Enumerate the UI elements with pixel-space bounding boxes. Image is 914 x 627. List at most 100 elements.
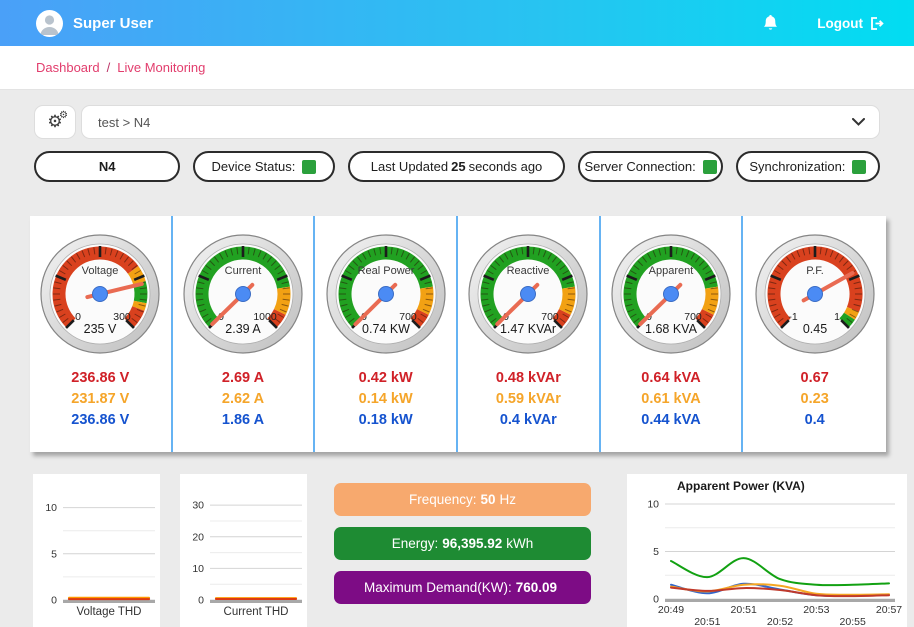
svg-text:1.68 KVA: 1.68 KVA bbox=[645, 322, 698, 336]
breadcrumb: Dashboard / Live Monitoring bbox=[36, 60, 205, 75]
device-name-pill[interactable]: N4 bbox=[34, 151, 181, 182]
svg-text:700: 700 bbox=[684, 311, 702, 323]
svg-text:Reactive: Reactive bbox=[507, 265, 550, 277]
sign-out-icon bbox=[871, 16, 884, 30]
energy-badge: Energy: 96,395.92 kWh bbox=[334, 527, 591, 560]
phase-value: 2.62 A bbox=[221, 391, 265, 407]
app-header: Super User Logout bbox=[0, 0, 914, 46]
phase-value: 231.87 V bbox=[71, 391, 130, 407]
status-pills-row: N4 Device Status: Last Updated 25 second… bbox=[34, 151, 881, 182]
synchronization-indicator bbox=[852, 159, 867, 174]
svg-text:20:55: 20:55 bbox=[840, 616, 866, 627]
phase-value: 0.48 kVAr bbox=[495, 370, 561, 386]
gauge-column-6: P.F. -1 1 0.45 0.67 0.23 0.4 bbox=[743, 216, 886, 452]
synchronization-pill[interactable]: Synchronization: bbox=[735, 151, 881, 182]
svg-text:300: 300 bbox=[114, 311, 132, 323]
svg-text:Current THD: Current THD bbox=[224, 606, 289, 618]
phase-values: 0.64 kVA 0.61 kVA 0.44 kVA bbox=[641, 368, 700, 431]
svg-text:-1: -1 bbox=[788, 311, 797, 323]
svg-text:0: 0 bbox=[75, 311, 81, 323]
gauge-current: Current010002.39 A bbox=[183, 234, 303, 354]
svg-text:20:53: 20:53 bbox=[803, 604, 829, 616]
apparent-power-chart: Apparent Power (KVA) 0 5 10 20:49 20:51 20:51 2… bbox=[627, 474, 907, 627]
breadcrumb-live-monitoring[interactable]: Live Monitoring bbox=[117, 60, 206, 75]
gauge-apparent: Apparent07001.68 KVA bbox=[611, 234, 731, 354]
device-select-value: test > N4 bbox=[98, 114, 151, 130]
breadcrumb-separator: / bbox=[106, 60, 111, 75]
svg-text:5: 5 bbox=[51, 548, 57, 560]
breadcrumb-dashboard[interactable]: Dashboard bbox=[36, 60, 100, 75]
phase-value: 0.4 kVAr bbox=[499, 412, 557, 428]
gauge-reactive: Reactive07001.47 KVAr bbox=[468, 234, 588, 354]
phase-values: 0.48 kVAr 0.59 kVAr 0.4 kVAr bbox=[496, 368, 561, 431]
gauge-p-f: P.F. -1 1 0.45 bbox=[755, 234, 875, 354]
last-updated-pill[interactable]: Last Updated 25 seconds ago bbox=[347, 151, 566, 182]
svg-text:700: 700 bbox=[399, 311, 417, 323]
phase-value: 0.42 kW bbox=[358, 370, 413, 386]
gauge-column-3: Real Power07000.74 KW 0.42 kW 0.14 kW 0.18 … bbox=[315, 216, 458, 452]
svg-text:1: 1 bbox=[834, 311, 840, 323]
phase-value: 0.44 kVA bbox=[641, 412, 701, 428]
svg-text:1.47 KVAr: 1.47 KVAr bbox=[500, 322, 556, 336]
svg-text:1000: 1000 bbox=[253, 311, 277, 323]
frequency-badge: Frequency: 50 Hz bbox=[334, 483, 591, 516]
server-connection-pill[interactable]: Server Connection: bbox=[578, 151, 723, 182]
phase-value: 2.69 A bbox=[221, 370, 265, 386]
phase-value: 0.4 bbox=[804, 412, 825, 428]
svg-text:Apparent Power (KVA): Apparent Power (KVA) bbox=[677, 479, 805, 493]
user-avatar[interactable] bbox=[36, 9, 63, 37]
svg-text:0: 0 bbox=[653, 594, 659, 606]
phase-value: 0.14 kW bbox=[358, 391, 413, 407]
svg-text:0.45: 0.45 bbox=[802, 322, 826, 336]
svg-text:30: 30 bbox=[192, 500, 204, 512]
svg-text:0: 0 bbox=[51, 595, 57, 607]
device-select[interactable]: test > N4 bbox=[81, 105, 880, 139]
svg-text:Current: Current bbox=[225, 265, 262, 277]
phase-value: 0.67 bbox=[800, 370, 829, 386]
logout-button[interactable]: Logout bbox=[817, 16, 884, 31]
phase-value: 1.86 A bbox=[221, 412, 265, 428]
current-thd-chart: 0 10 20 30 Current THD bbox=[180, 474, 307, 627]
svg-text:20:51: 20:51 bbox=[694, 616, 720, 627]
phase-values: 2.69 A 2.62 A 1.86 A bbox=[222, 368, 264, 431]
phase-values: 236.86 V 231.87 V 236.86 V bbox=[71, 368, 129, 431]
phase-values: 0.42 kW 0.14 kW 0.18 kW bbox=[359, 368, 413, 431]
phase-value: 236.86 V bbox=[71, 370, 130, 386]
svg-text:20:51: 20:51 bbox=[731, 604, 757, 616]
phase-value: 0.18 kW bbox=[358, 412, 413, 428]
phase-value: 0.59 kVAr bbox=[495, 391, 561, 407]
device-status-indicator bbox=[302, 159, 317, 174]
notifications-bell-icon[interactable] bbox=[762, 14, 779, 32]
svg-text:20:49: 20:49 bbox=[658, 604, 684, 616]
person-icon bbox=[40, 14, 59, 35]
last-updated-value: 25 bbox=[451, 159, 466, 174]
phase-values: 0.67 0.23 0.4 bbox=[801, 368, 829, 431]
svg-text:0.74 KW: 0.74 KW bbox=[362, 322, 410, 336]
svg-text:10: 10 bbox=[192, 563, 204, 575]
breadcrumb-bar: Dashboard / Live Monitoring bbox=[0, 46, 914, 90]
phase-value: 236.86 V bbox=[71, 412, 130, 428]
svg-text:2.39 A: 2.39 A bbox=[225, 322, 261, 336]
svg-text:Apparent: Apparent bbox=[649, 265, 694, 277]
gauge-column-5: Apparent07001.68 KVA 0.64 kVA 0.61 kVA 0.44… bbox=[601, 216, 744, 452]
svg-text:Voltage THD: Voltage THD bbox=[77, 606, 142, 618]
settings-button[interactable]: ⚙ ⚙ bbox=[34, 105, 76, 139]
gauge-real-power: Real Power07000.74 KW bbox=[326, 234, 446, 354]
user-name: Super User bbox=[73, 14, 154, 32]
svg-text:P.F.: P.F. bbox=[806, 265, 824, 277]
svg-text:5: 5 bbox=[653, 546, 659, 558]
svg-text:10: 10 bbox=[45, 502, 57, 514]
gauge-column-2: Current010002.39 A 2.69 A 2.62 A 1.86 A bbox=[173, 216, 316, 452]
gauge-column-1: Voltage 0 300 235 V 236.86 V 231.87 V 236.86 V bbox=[30, 216, 173, 452]
svg-text:Voltage: Voltage bbox=[82, 265, 119, 277]
voltage-thd-chart: 0 5 10 Voltage THD bbox=[33, 474, 160, 627]
phase-value: 0.64 kVA bbox=[641, 370, 701, 386]
svg-text:Real Power: Real Power bbox=[357, 265, 414, 277]
max-demand-badge: Maximum Demand(KW): 760.09 bbox=[334, 571, 591, 604]
device-status-pill[interactable]: Device Status: bbox=[193, 151, 335, 182]
gears-icon: ⚙ ⚙ bbox=[47, 110, 68, 131]
svg-text:20:57: 20:57 bbox=[876, 604, 902, 616]
phase-value: 0.61 kVA bbox=[641, 391, 701, 407]
